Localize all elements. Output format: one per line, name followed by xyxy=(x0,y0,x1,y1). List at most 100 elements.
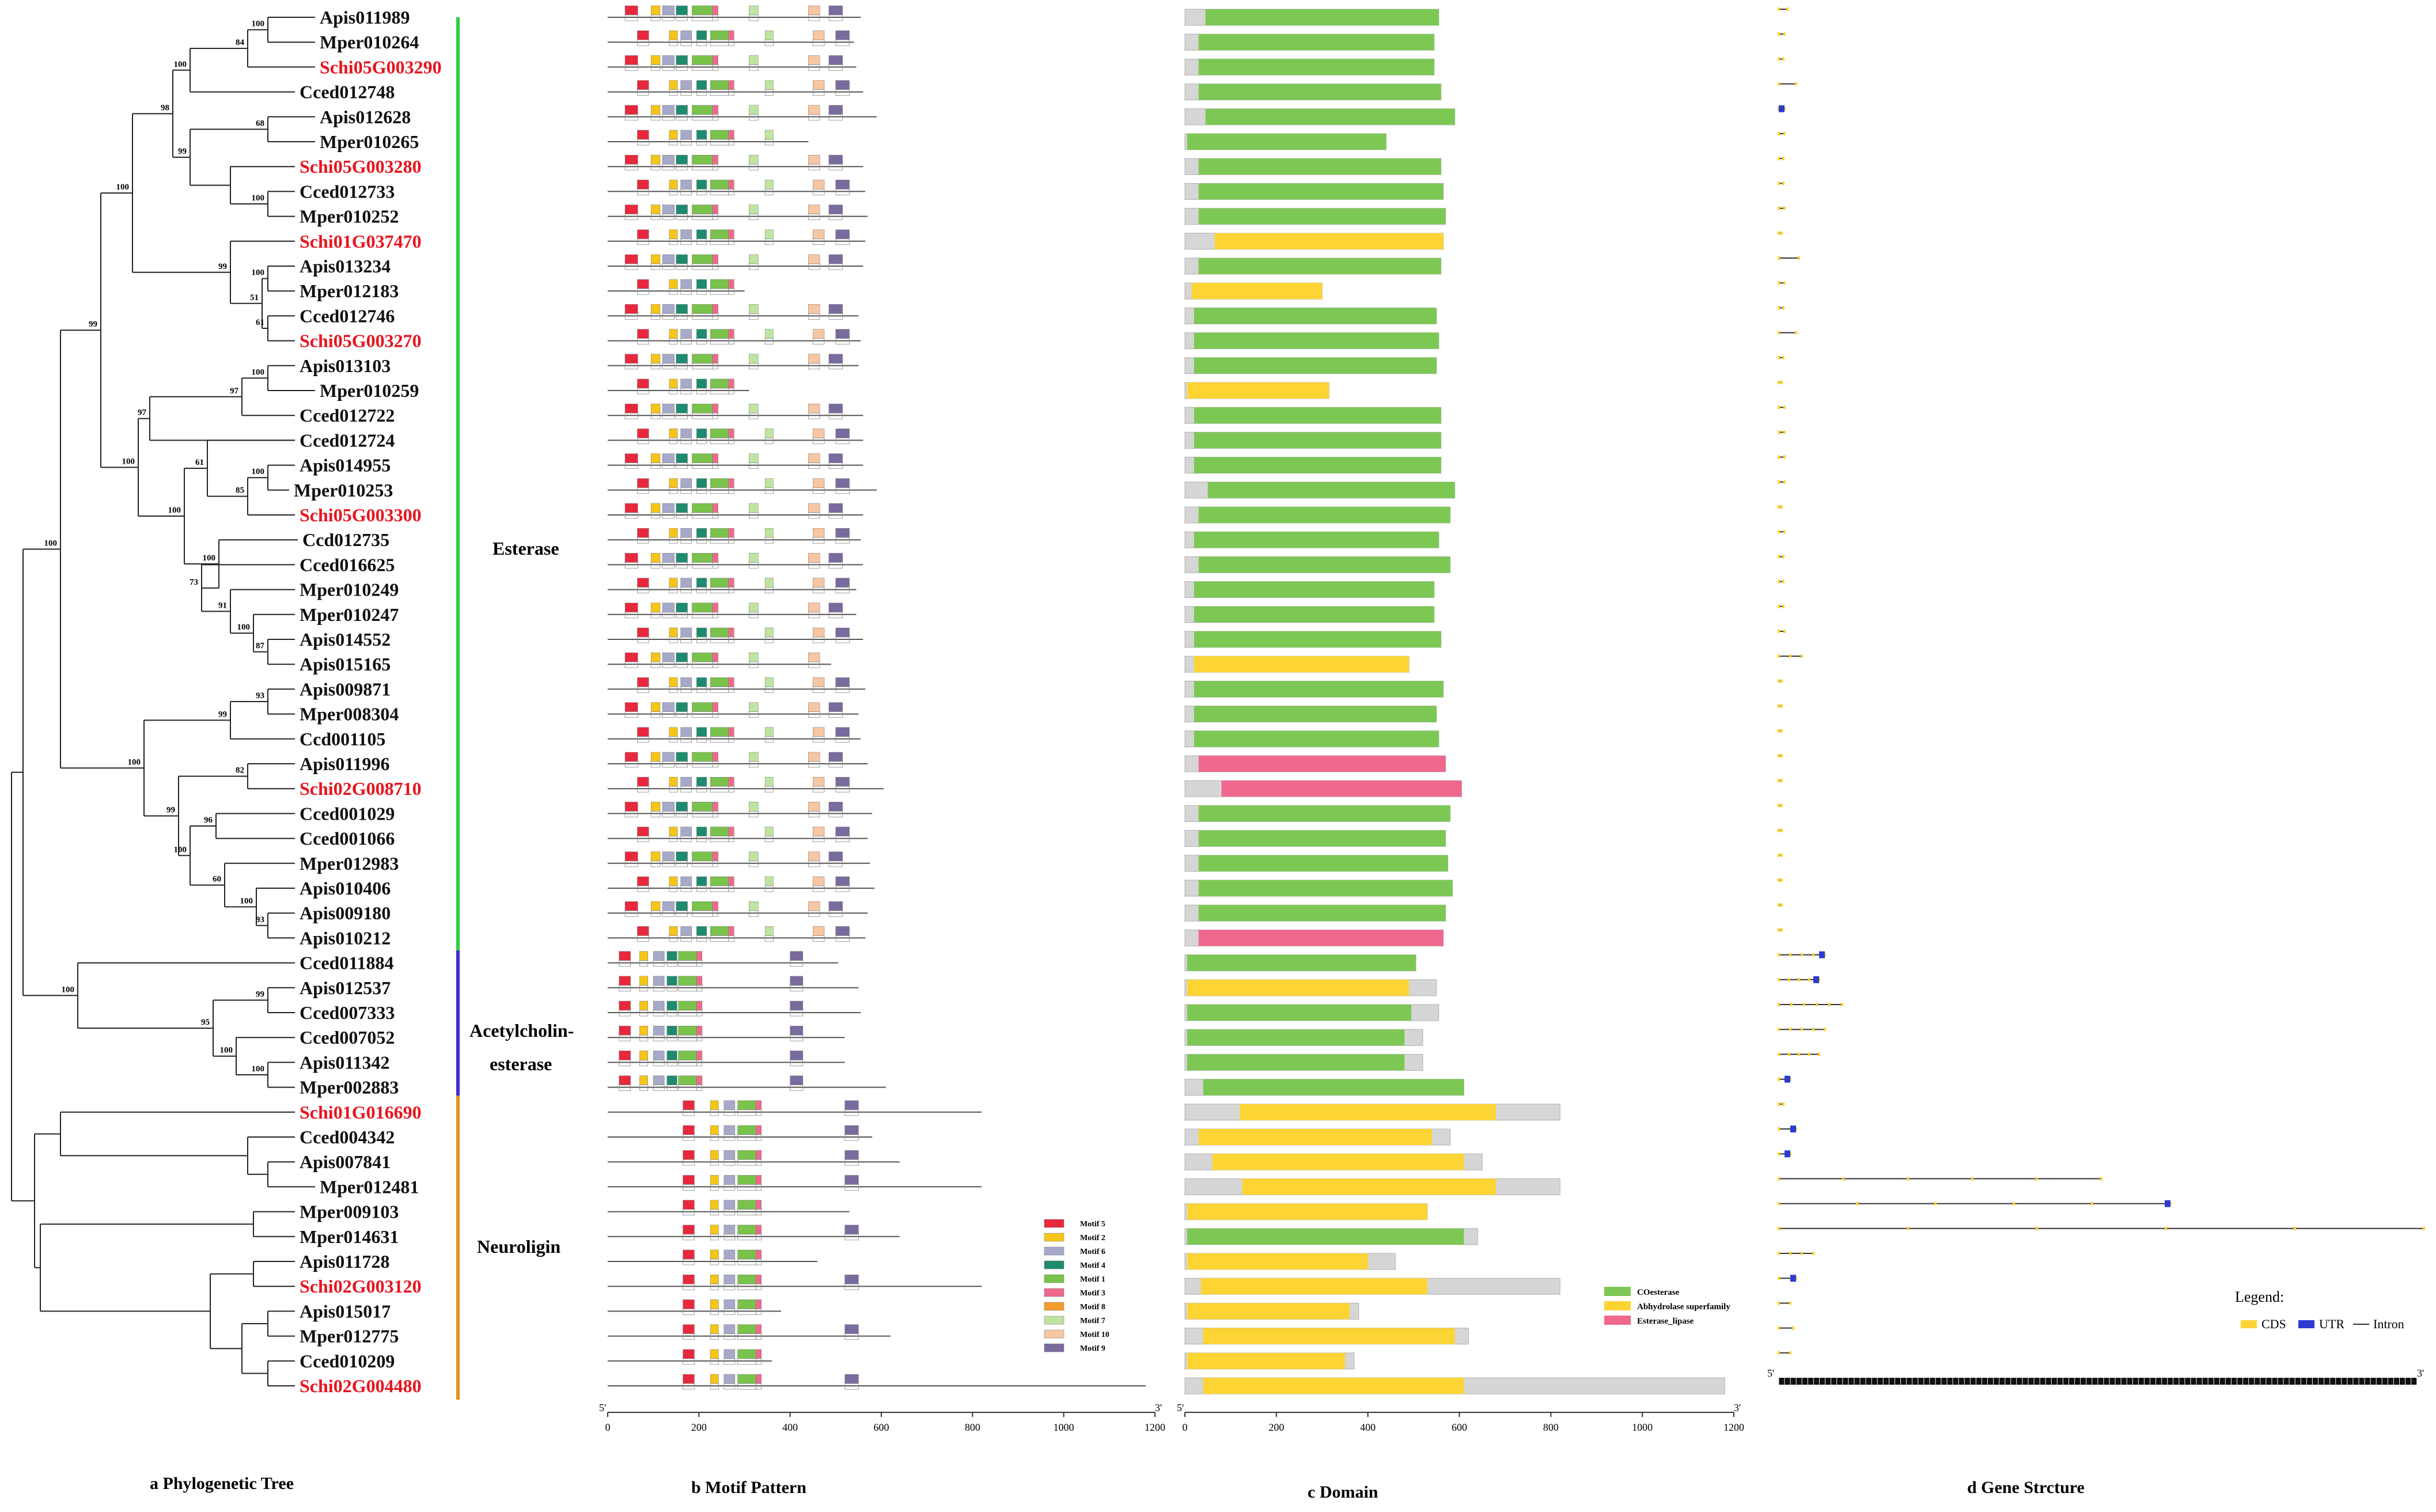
cds-block xyxy=(1808,977,1810,982)
bootstrap-value: 100 xyxy=(252,367,265,377)
cds-block xyxy=(1778,157,1780,161)
cds-block xyxy=(2100,1177,2102,1181)
motif-box-outline xyxy=(749,263,759,270)
motif-box-outline xyxy=(637,487,649,494)
motif-box-outline xyxy=(712,114,718,121)
motif-box xyxy=(808,254,820,264)
cds-block xyxy=(1789,1301,1791,1305)
domain-bar xyxy=(1198,805,1450,822)
motif-box-outline xyxy=(710,1209,719,1216)
motif-box xyxy=(728,329,734,339)
motif-box xyxy=(680,329,692,339)
cds-block xyxy=(1778,804,1780,808)
motif-box xyxy=(723,1125,736,1135)
gene-legend-title: Legend: xyxy=(2235,1289,2284,1305)
motif-box-outline xyxy=(808,412,820,419)
motif-box xyxy=(790,1025,804,1036)
utr-block xyxy=(1790,1275,1796,1282)
gene-label: Mper010252 xyxy=(300,206,399,227)
cds-block xyxy=(1971,1177,1973,1181)
motif-box xyxy=(637,627,649,638)
motif-box xyxy=(764,329,774,339)
motif-box-outline xyxy=(844,1159,859,1166)
gene-label: Mper010265 xyxy=(320,131,419,152)
motif-box-outline xyxy=(710,1184,719,1191)
motif-box xyxy=(764,677,774,687)
motif-axis-end: 3' xyxy=(1155,1402,1162,1414)
motif-legend-swatch xyxy=(1044,1343,1064,1352)
motif-box-outline xyxy=(828,761,843,768)
motif-box-outline xyxy=(808,114,820,121)
motif-box xyxy=(650,354,661,364)
motif-box-outline xyxy=(828,562,843,569)
cds-block xyxy=(1778,406,1780,410)
gene-label: Schi02G003120 xyxy=(300,1276,422,1297)
motif-box-outline xyxy=(712,14,718,21)
motif-box-outline xyxy=(637,587,649,593)
motif-box-outline xyxy=(764,39,774,46)
motif-box-outline xyxy=(676,114,688,121)
motif-box xyxy=(637,378,649,389)
motif-box-outline xyxy=(624,463,638,469)
cds-block xyxy=(1778,281,1780,285)
motif-box xyxy=(639,1051,648,1060)
cds-block xyxy=(1778,306,1780,310)
motif-legend-swatch xyxy=(1044,1246,1064,1256)
bootstrap-value: 100 xyxy=(174,845,187,854)
motif-box xyxy=(764,926,774,936)
motif-box xyxy=(692,851,713,862)
motif-legend-swatch xyxy=(1044,1219,1064,1228)
motif-box xyxy=(676,602,688,613)
motif-box xyxy=(637,30,649,40)
motif-box-outline xyxy=(624,114,638,121)
motif-box xyxy=(680,578,692,588)
gene-label: Mper010259 xyxy=(320,380,419,401)
motif-box xyxy=(662,5,675,16)
motif-box xyxy=(676,553,688,563)
motif-box-outline xyxy=(683,1109,695,1116)
motif-box xyxy=(696,1051,703,1060)
gene-label: Cced012746 xyxy=(300,305,395,326)
motif-box-outline xyxy=(696,89,707,96)
motif-box xyxy=(710,378,729,389)
motif-box xyxy=(749,403,759,414)
motif-box-outline xyxy=(666,1085,677,1091)
motif-box-outline xyxy=(683,1283,695,1290)
motif-box-outline xyxy=(639,1060,649,1066)
motif-box-outline xyxy=(676,711,688,718)
motif-box xyxy=(680,180,692,190)
motif-box xyxy=(662,503,675,513)
motif-box xyxy=(828,403,843,414)
domain-bar xyxy=(1212,1154,1464,1170)
motif-box-outline xyxy=(712,463,718,469)
motif-box-outline xyxy=(650,761,661,768)
motif-box-outline xyxy=(662,910,675,917)
motif-box-outline xyxy=(683,1259,695,1265)
domain-bar xyxy=(1198,905,1446,922)
motif-box xyxy=(662,702,675,712)
utr-block xyxy=(1785,1075,1790,1083)
motif-box-outline xyxy=(619,985,631,992)
motif-box xyxy=(756,1225,762,1235)
motif-box-outline xyxy=(808,512,820,519)
cds-block xyxy=(1778,132,1780,135)
motif-box-outline xyxy=(676,214,688,221)
motif-box-outline xyxy=(808,214,820,221)
domain-legend-swatch xyxy=(1604,1287,1631,1296)
utr-block xyxy=(1819,951,1825,958)
domain-bar xyxy=(1194,706,1437,722)
motif-box xyxy=(749,752,759,762)
motif-box xyxy=(710,1274,719,1284)
motif-box-outline xyxy=(835,89,850,96)
motif-box xyxy=(828,802,843,812)
motif-box xyxy=(749,851,759,862)
cds-block xyxy=(1789,1252,1791,1255)
motif-box xyxy=(669,578,678,588)
motif-box xyxy=(756,1200,762,1210)
motif-box xyxy=(813,329,825,339)
motif-box xyxy=(756,1100,762,1111)
motif-box-outline xyxy=(749,761,759,768)
cds-block xyxy=(1780,505,1783,509)
motif-box-outline xyxy=(749,711,759,718)
motif-box xyxy=(712,354,718,364)
